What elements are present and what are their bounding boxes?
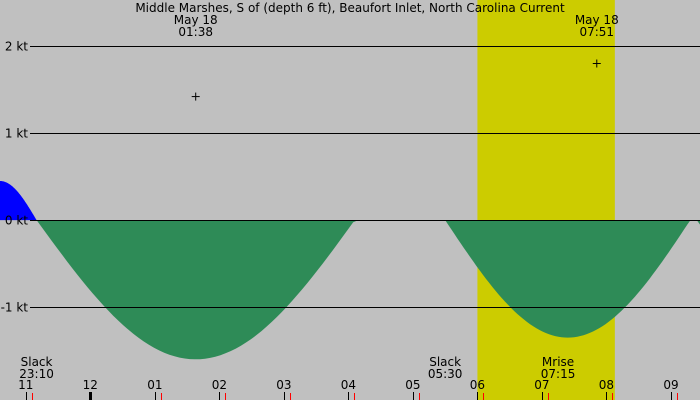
- current-areas: [0, 59, 700, 360]
- hour-label: 02: [212, 378, 227, 392]
- y-tick-label: 1 kt: [5, 127, 28, 141]
- flood-area: [0, 181, 37, 221]
- y-tick-label: -1 kt: [1, 301, 29, 315]
- y-tick-label: 2 kt: [5, 40, 28, 54]
- daylight-band: [477, 0, 615, 400]
- event-time: 07:15: [541, 367, 576, 381]
- extremum-date: May 18: [575, 13, 619, 27]
- y-tick-label: 0 kt: [5, 214, 28, 228]
- extremum-time: 01:38: [178, 25, 213, 39]
- hour-label: 03: [276, 378, 291, 392]
- chart-title: Middle Marshes, S of (depth 6 ft), Beauf…: [135, 1, 565, 15]
- hour-label: 09: [663, 378, 678, 392]
- ebb-area: [36, 220, 446, 360]
- hour-label: 01: [147, 378, 162, 392]
- hour-label: 05: [405, 378, 420, 392]
- event-time: 23:10: [19, 367, 54, 381]
- hour-label: 08: [599, 378, 614, 392]
- extremum-date: May 18: [174, 13, 218, 27]
- hour-label: 12: [83, 378, 98, 392]
- ebb-area: [696, 220, 700, 225]
- hour-label: 06: [470, 378, 485, 392]
- event-time: 05:30: [428, 367, 463, 381]
- event-label: Slack: [429, 355, 461, 369]
- event-label: Mrise: [542, 355, 574, 369]
- y-axis-labels: 2 kt 1 kt 0 kt -1 kt: [1, 40, 29, 315]
- x-axis-hour-labels: 11 12 01 02 03 04 05 06 07 08 09: [18, 378, 679, 400]
- gridlines: [30, 46, 700, 308]
- hour-label: 07: [534, 378, 549, 392]
- ebb-area: [445, 220, 697, 338]
- hour-label: 04: [341, 378, 356, 392]
- hour-label: 11: [18, 378, 33, 392]
- extremum-time: 07:51: [579, 25, 614, 39]
- event-label: Slack: [21, 355, 53, 369]
